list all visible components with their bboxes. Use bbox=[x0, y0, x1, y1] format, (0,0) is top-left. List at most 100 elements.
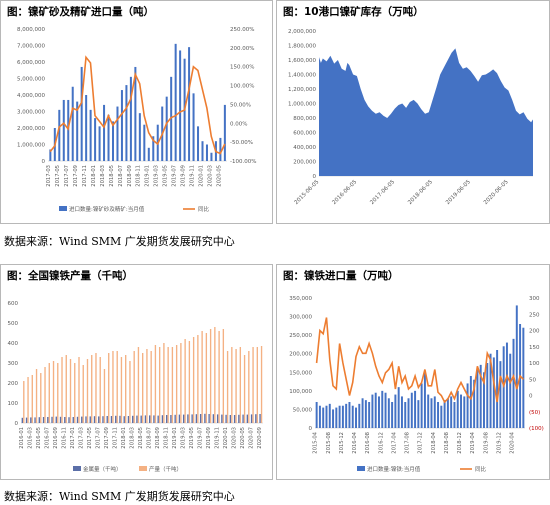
bar-output bbox=[57, 363, 59, 423]
bar-metal bbox=[242, 414, 244, 423]
bar-output bbox=[112, 351, 114, 423]
bar bbox=[76, 101, 79, 161]
y-tick-label: 100 bbox=[529, 361, 540, 367]
bar-metal bbox=[38, 417, 40, 423]
x-tick-label: 2019-09 bbox=[206, 427, 212, 449]
bar bbox=[103, 104, 106, 161]
bar bbox=[345, 403, 348, 428]
bar bbox=[391, 402, 394, 428]
bar-metal bbox=[153, 415, 155, 423]
bar-metal bbox=[178, 414, 181, 423]
x-tick-label: 2020-05 bbox=[216, 165, 222, 187]
x-tick-label: 2019-08 bbox=[483, 432, 489, 454]
bar bbox=[460, 394, 462, 428]
bar bbox=[446, 398, 449, 428]
bar bbox=[463, 396, 466, 428]
x-tick-label: 2019-09 bbox=[180, 165, 186, 187]
bar bbox=[322, 407, 325, 428]
y-tick-label: 150.00% bbox=[230, 65, 254, 71]
x-tick-label: 2015-12 bbox=[339, 432, 345, 454]
bar-metal bbox=[42, 417, 45, 423]
bar bbox=[335, 407, 338, 428]
bar bbox=[85, 95, 88, 161]
bar-output bbox=[69, 359, 72, 423]
bar bbox=[453, 402, 456, 428]
bar-output bbox=[31, 375, 33, 423]
x-tick-label: 2018-11 bbox=[136, 165, 142, 187]
bar bbox=[355, 407, 357, 428]
bar-metal bbox=[212, 414, 215, 423]
bar-metal bbox=[238, 414, 240, 423]
x-tick-label: 2020-01 bbox=[223, 427, 229, 449]
bar bbox=[364, 400, 367, 428]
bar-output bbox=[142, 353, 144, 423]
bar-metal bbox=[225, 414, 227, 423]
x-tick-label: 2020-06-05 bbox=[483, 179, 510, 206]
bar-metal bbox=[132, 415, 134, 423]
y-tick-label: 400 bbox=[8, 341, 19, 347]
legend-swatch-imports bbox=[59, 206, 67, 211]
bar-metal bbox=[81, 416, 83, 423]
bar bbox=[522, 327, 525, 428]
bar-metal bbox=[216, 414, 219, 423]
x-tick-label: 2018-12 bbox=[457, 432, 463, 454]
bar-output bbox=[40, 373, 42, 423]
bar bbox=[165, 96, 168, 161]
y-tick-label: 0 bbox=[15, 421, 19, 427]
bar bbox=[456, 390, 459, 428]
bar bbox=[473, 379, 476, 428]
bar-output bbox=[133, 351, 135, 423]
bar-metal bbox=[102, 416, 104, 423]
bar-metal bbox=[170, 415, 172, 423]
bar bbox=[410, 392, 413, 428]
bar-metal bbox=[106, 416, 108, 423]
y-tick-label: 250.00% bbox=[230, 27, 254, 33]
bar bbox=[58, 109, 61, 161]
y-tick-label: 1,800,000 bbox=[288, 44, 316, 50]
bar-output bbox=[248, 351, 250, 423]
chart-panel-ferronickel-output: 图：全国镍铁产量（千吨） 0 100 200 300 400 500 600 2016-01 2… bbox=[0, 264, 273, 480]
bar bbox=[210, 152, 213, 161]
bar-output bbox=[222, 329, 225, 423]
bar bbox=[368, 402, 371, 428]
bar-output bbox=[23, 381, 25, 423]
legend-swatch-metal bbox=[73, 466, 81, 471]
chart-panel-port-inventory: 图：10港口镍矿库存（万吨） 0 200,000 400,000 600,000 800… bbox=[276, 0, 550, 224]
bar-metal bbox=[93, 416, 96, 423]
bar bbox=[147, 147, 150, 161]
bar-output bbox=[103, 369, 106, 423]
x-tick-label: 2016-09 bbox=[53, 427, 59, 449]
bar-metal bbox=[250, 414, 253, 423]
x-tick-label: 2019-03 bbox=[180, 427, 186, 449]
bar bbox=[188, 47, 191, 161]
x-tick-label: 2015-04 bbox=[313, 431, 319, 453]
bar-metal bbox=[47, 417, 49, 423]
bar bbox=[394, 394, 397, 428]
bar-output bbox=[91, 355, 93, 423]
bar bbox=[430, 398, 433, 428]
bar bbox=[138, 113, 141, 161]
bar-metal bbox=[136, 415, 138, 423]
port-inventory-chart: 0 200,000 400,000 600,000 800,000 1,000,000 1,… bbox=[288, 29, 533, 206]
x-tick-label: 2019-05 bbox=[189, 427, 195, 449]
y-tick-label: -50.00% bbox=[230, 140, 253, 146]
bar-output bbox=[35, 369, 38, 423]
bar bbox=[407, 398, 410, 428]
bar bbox=[450, 396, 453, 428]
bar-metal bbox=[255, 414, 257, 423]
bar bbox=[219, 137, 222, 161]
bar-output bbox=[163, 343, 165, 423]
bar bbox=[489, 353, 492, 428]
x-tick-label: 2017-07 bbox=[64, 165, 70, 187]
bar-output bbox=[180, 343, 182, 423]
x-tick-label: 2019-05 bbox=[163, 165, 169, 187]
y-tick-label: 200.00% bbox=[230, 46, 254, 52]
bar-output bbox=[201, 331, 203, 423]
ferronickel-output-chart: 0 100 200 300 400 500 600 2016-01 2016-03 2016-05… bbox=[8, 301, 263, 473]
y-tick-label: 1,200,000 bbox=[288, 87, 316, 93]
y-tick-label: 0 bbox=[529, 394, 533, 400]
y-tick-label: 1,600,000 bbox=[288, 58, 316, 64]
x-tick-label: 2019-12 bbox=[496, 432, 502, 454]
bar-metal bbox=[85, 416, 87, 423]
bar-output bbox=[209, 329, 212, 423]
